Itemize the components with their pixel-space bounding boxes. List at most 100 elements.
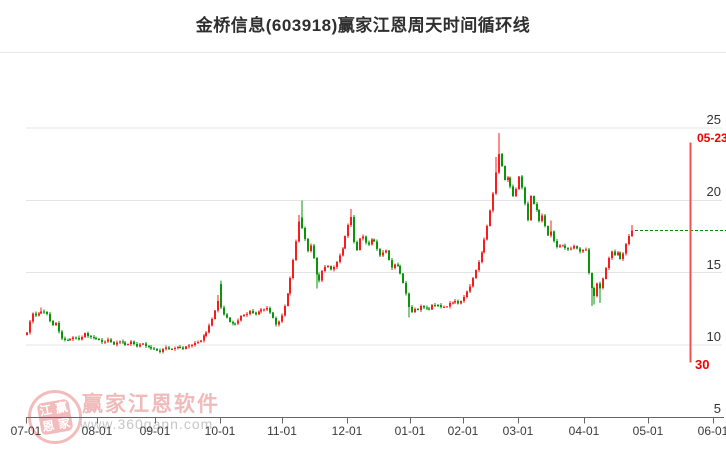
- candle-body: [443, 306, 445, 308]
- candle-body: [179, 347, 181, 349]
- candle-body: [159, 350, 161, 352]
- candle-body: [437, 304, 439, 306]
- candle-body: [452, 302, 454, 304]
- candle-body: [205, 332, 207, 336]
- y-axis-label: 20: [706, 184, 721, 200]
- candle-body: [208, 325, 210, 333]
- candle-body: [475, 270, 477, 279]
- candle-body: [174, 348, 176, 349]
- candle-body: [327, 266, 329, 268]
- candle-body: [113, 342, 115, 345]
- candle-body: [124, 342, 126, 345]
- candle-body: [284, 305, 286, 316]
- candle-body: [530, 196, 532, 221]
- candle-body: [145, 343, 147, 346]
- candle-body: [307, 238, 309, 251]
- candle-body: [483, 239, 485, 253]
- candle-body: [449, 302, 451, 307]
- candle-body: [214, 310, 216, 319]
- candle-body: [611, 251, 613, 259]
- candle-body: [533, 196, 535, 204]
- candle-body: [127, 344, 129, 345]
- candle-body: [420, 306, 422, 310]
- candle-body: [330, 266, 332, 270]
- candle-body: [182, 347, 184, 349]
- candle-body: [168, 347, 170, 349]
- candle-body: [87, 333, 89, 336]
- candle-body: [411, 307, 413, 312]
- candle-body: [258, 311, 260, 315]
- candle-body: [336, 262, 338, 268]
- candle-body: [394, 264, 396, 268]
- candle-body: [84, 333, 86, 337]
- candle-body: [249, 311, 251, 314]
- candle-body: [318, 274, 320, 281]
- candle-body: [38, 313, 40, 316]
- candle-body: [556, 240, 558, 247]
- candle-body: [353, 216, 355, 242]
- candle-body: [223, 307, 225, 315]
- candle-body: [252, 311, 254, 313]
- x-axis-label: 07-01: [10, 424, 42, 438]
- candle-body: [321, 270, 323, 281]
- candle-body: [61, 331, 63, 339]
- candle-body: [481, 252, 483, 262]
- candle-body: [81, 337, 83, 340]
- candle-body: [512, 186, 514, 196]
- candle-body: [356, 242, 358, 250]
- candle-body: [263, 309, 265, 311]
- candle-body: [446, 306, 448, 308]
- candle-body: [104, 341, 106, 343]
- candle-body: [405, 282, 407, 294]
- candle-body: [119, 341, 121, 343]
- candle-body: [342, 248, 344, 256]
- candle-body: [388, 250, 390, 260]
- candle-body: [171, 348, 173, 350]
- candle-body: [521, 176, 523, 188]
- chart-title: 金桥信息(603918)赢家江恩周天时间循环线: [195, 16, 531, 35]
- candle-body: [194, 343, 196, 346]
- candle-body: [139, 344, 141, 347]
- candle-body: [492, 193, 494, 211]
- candle-body: [281, 315, 283, 322]
- candle-body: [365, 236, 367, 243]
- x-axis-label: 12-01: [331, 424, 363, 438]
- candle-body: [266, 307, 268, 310]
- candle-body: [417, 308, 419, 310]
- candle-body: [316, 257, 318, 275]
- candle-body: [460, 301, 462, 304]
- candle-body: [35, 313, 37, 316]
- candle-body: [591, 273, 593, 289]
- candle-body: [426, 307, 428, 309]
- candle-body: [622, 253, 624, 259]
- x-axis-label: 09-01: [139, 424, 171, 438]
- candle-body: [547, 226, 549, 236]
- candle-body: [217, 301, 219, 311]
- candle-body: [599, 283, 601, 289]
- candle-body: [472, 278, 474, 287]
- candle-body: [272, 312, 274, 318]
- candle-body: [43, 311, 45, 313]
- candle-body: [162, 348, 164, 352]
- candle-body: [310, 245, 312, 251]
- x-axis-label: 03-01: [502, 424, 534, 438]
- candle-body: [188, 345, 190, 347]
- x-axis-label: 06-01: [697, 424, 726, 438]
- candle-body: [397, 264, 399, 266]
- candle-body: [509, 177, 511, 187]
- candle-body: [295, 241, 297, 260]
- candle-body: [562, 245, 564, 247]
- candle-body: [116, 342, 118, 345]
- candle-body: [203, 335, 205, 341]
- candle-body: [619, 252, 621, 259]
- candle-body: [64, 338, 66, 340]
- candle-body: [573, 246, 575, 249]
- candle-body: [46, 312, 48, 314]
- candle-body: [391, 259, 393, 268]
- candle-body: [240, 316, 242, 321]
- candle-body: [359, 238, 361, 250]
- candle-body: [495, 172, 497, 194]
- candle-body: [564, 245, 566, 248]
